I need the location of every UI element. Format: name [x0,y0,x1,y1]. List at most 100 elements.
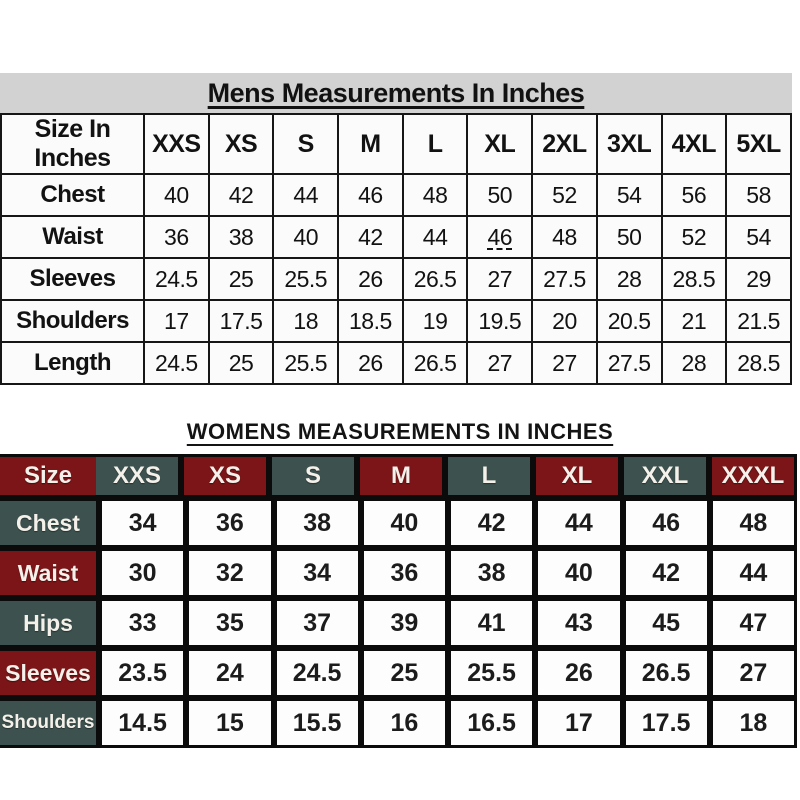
mens-value-cell: 20.5 [595,299,663,343]
mens-value: 20.5 [607,307,651,334]
mens-size-cell: S [272,113,340,175]
mens-value-cell: 25.5 [272,341,340,385]
mens-value: 25.5 [284,349,328,376]
mens-value: 36 [164,223,189,250]
mens-value-cell: 28 [595,257,663,301]
mens-size-cell: XS [207,113,275,175]
mens-value: 54 [616,181,642,208]
mens-value: 56 [681,181,707,208]
mens-size-header-cell: Size In Inches [0,113,145,175]
womens-size-cell: XXS [96,457,178,495]
mens-size-cell: M [337,113,404,175]
womens-value-cell: 26 [538,651,620,695]
mens-value: 27 [552,349,577,376]
mens-size-cell: 5XL [725,113,792,175]
womens-value-cell: 25 [363,651,445,695]
womens-value-cell: 38 [451,551,533,595]
mens-value: 50 [616,223,642,250]
womens-value-cell: 47 [712,601,794,645]
mens-value: 26.5 [413,349,457,376]
mens-header-row: Size In Inches XXS XS S M L XL 2XL 3XL 4XL 5XL [0,113,792,175]
mens-value: 28 [681,349,707,376]
mens-value-cell: 26 [337,257,404,301]
mens-value: 27 [487,349,513,376]
mens-value-cell: 50 [595,215,663,259]
mens-value: 27.5 [543,265,586,292]
womens-value-cell: 42 [625,551,707,595]
mens-value: 54 [746,223,771,250]
mens-row-label: Sleeves [0,257,145,301]
mens-size-cell: XXS [143,113,210,175]
womens-value-cell: 25.5 [451,651,533,695]
womens-row-label: Waist [0,551,96,595]
womens-value-cell: 48 [712,501,794,545]
mens-value-cell: 42 [207,173,275,217]
mens-value-cell: 26.5 [401,341,469,385]
womens-value-cell: 14.5 [102,701,184,745]
womens-size-cell: M [360,457,442,495]
womens-value-cell: 15 [189,701,271,745]
womens-value-cell: 17.5 [625,701,707,745]
mens-value-cell: 26.5 [401,257,469,301]
mens-value: 40 [293,223,319,250]
mens-value: 18 [293,307,319,334]
mens-value: 48 [552,223,577,250]
mens-title: Mens Measurements In Inches [207,77,585,108]
mens-row-label: Length [0,341,145,385]
mens-row: Length 24.5 25 25.5 26 26.5 27 27 27.5 28 28.5 [0,341,792,385]
mens-value-cell: 18.5 [337,299,404,343]
mens-value: 21.5 [737,307,780,334]
womens-row-label: Chest [0,501,96,545]
mens-value-cell: 28.5 [660,257,728,301]
mens-value-cell: 26 [337,341,404,385]
mens-value: 40 [164,181,189,208]
mens-value-cell: 28.5 [725,341,792,385]
mens-value-cell: 29 [725,257,792,301]
mens-value-cell: 44 [401,215,469,259]
mens-value: 48 [422,181,448,208]
womens-value-cell: 23.5 [102,651,184,695]
womens-header-row: Size XXS XS S M L XL XXL XXXL [0,457,794,495]
womens-size-cell: L [448,457,530,495]
womens-value-cell: 42 [451,501,533,545]
womens-value-cell: 44 [712,551,794,595]
womens-value-cell: 45 [625,601,707,645]
womens-value-cell: 34 [102,501,184,545]
mens-value-cell: 24.5 [143,257,210,301]
mens-value: 26.5 [413,265,457,292]
womens-value-cell: 17 [538,701,620,745]
mens-value-cell: 19 [401,299,469,343]
womens-value-cell: 46 [625,501,707,545]
mens-row: Sleeves 24.5 25 25.5 26 26.5 27 27.5 28 28.5 29 [0,257,792,301]
mens-value-cell: 27 [466,341,534,385]
womens-size-cell: XXXL [712,457,794,495]
mens-value-cell: 48 [531,215,598,259]
mens-value-cell: 21.5 [725,299,792,343]
mens-value: 27 [487,265,513,292]
mens-value: 29 [746,265,771,292]
mens-row: Chest 40 42 44 46 48 50 52 54 56 58 [0,173,792,217]
mens-size-cell: 2XL [531,113,598,175]
womens-value-cell: 18 [712,701,794,745]
mens-value-cell: 52 [531,173,598,217]
mens-value-cell: 27 [531,341,598,385]
womens-value-cell: 24.5 [276,651,358,695]
mens-value: 24.5 [154,265,198,292]
mens-section: Mens Measurements In Inches Size In Inch… [0,73,792,385]
womens-value-cell: 38 [276,501,358,545]
mens-value: 26 [358,349,383,376]
mens-value-cell: 24.5 [143,341,210,385]
mens-value-cell: 25.5 [272,257,340,301]
mens-value: 46 [487,223,513,250]
womens-value-cell: 37 [276,601,358,645]
mens-value: 28 [616,265,642,292]
mens-value: 17.5 [219,307,263,334]
mens-value-cell: 44 [272,173,340,217]
mens-value: 42 [358,223,383,250]
mens-value-cell: 25 [207,257,275,301]
mens-value: 44 [422,223,448,250]
womens-value-cell: 30 [102,551,184,595]
mens-value: 52 [552,181,577,208]
womens-value-cell: 41 [451,601,533,645]
mens-value-cell: 46 [466,215,534,259]
